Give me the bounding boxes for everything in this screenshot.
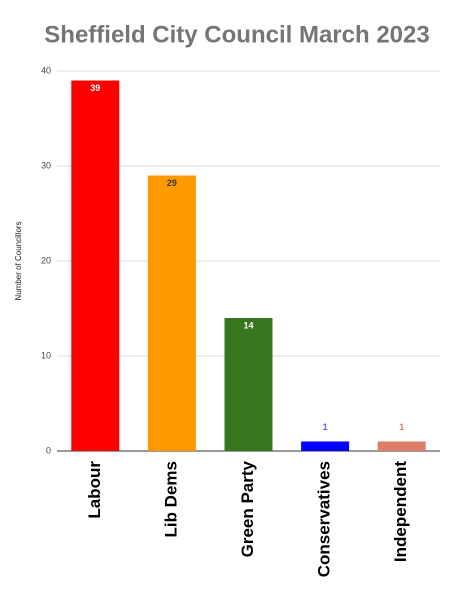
x-tick-label: Labour — [85, 461, 104, 519]
y-tick-label: 20 — [41, 255, 51, 265]
x-tick-label: Conservatives — [315, 461, 334, 577]
value-label: 29 — [167, 178, 177, 188]
x-tick-label: Lib Dems — [161, 461, 180, 538]
bar — [224, 318, 273, 451]
y-axis-label: Number of Councillors — [14, 221, 23, 300]
bar — [71, 80, 120, 451]
x-tick-label: Green Party — [238, 460, 257, 557]
value-label: 1 — [323, 422, 328, 432]
y-tick-label: 40 — [41, 65, 51, 75]
chart-title: Sheffield City Council March 2023 — [44, 21, 429, 48]
y-tick-label: 10 — [41, 350, 51, 360]
x-tick-label: Independent — [391, 461, 410, 562]
y-tick-label: 30 — [41, 160, 51, 170]
value-label: 1 — [399, 422, 404, 432]
bar — [377, 441, 426, 451]
bar — [147, 175, 196, 451]
value-label: 14 — [243, 320, 253, 330]
bar — [301, 441, 350, 451]
value-label: 39 — [90, 83, 100, 93]
y-tick-label: 0 — [46, 445, 51, 455]
